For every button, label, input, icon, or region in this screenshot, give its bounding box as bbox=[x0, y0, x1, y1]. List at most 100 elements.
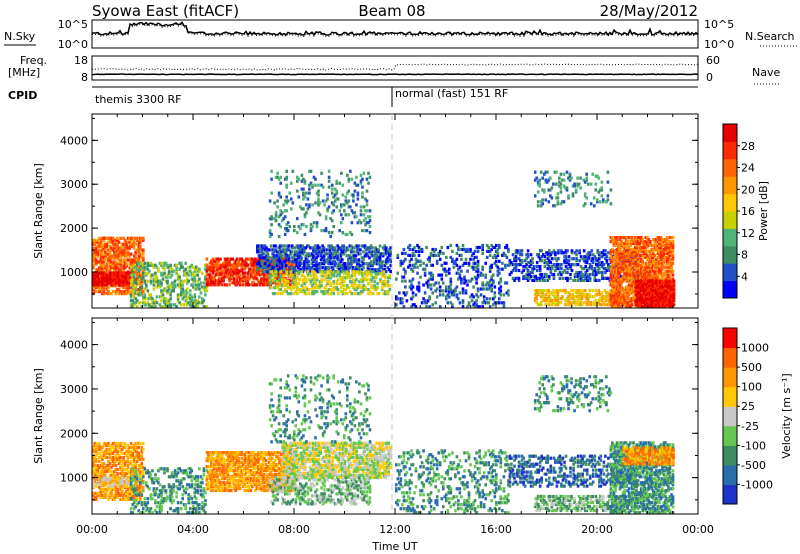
power-echo-cell bbox=[308, 169, 311, 173]
power-echo-cell bbox=[137, 250, 141, 254]
power-echo-cell bbox=[232, 279, 236, 283]
power-echo-cell bbox=[349, 290, 352, 294]
power-echo-cell bbox=[658, 259, 661, 263]
power-echo-cell bbox=[520, 270, 524, 275]
power-echo-cell bbox=[611, 263, 614, 267]
power-echo-cell bbox=[606, 180, 610, 184]
power-echo-cell bbox=[216, 259, 219, 263]
power-echo-cell bbox=[434, 289, 437, 293]
power-echo-cell bbox=[99, 275, 103, 279]
power-echo-cell bbox=[251, 261, 254, 265]
power-echo-cell bbox=[577, 289, 581, 293]
power-echo-cell bbox=[621, 263, 625, 267]
power-echo-cell bbox=[199, 301, 203, 305]
power-echo-cell bbox=[99, 252, 103, 256]
power-echo-cell bbox=[368, 278, 372, 282]
power-echo-cell bbox=[618, 261, 622, 265]
power-echo-cell bbox=[555, 291, 558, 295]
power-echo-cell bbox=[320, 183, 323, 187]
power-echo-cell bbox=[173, 303, 177, 307]
power-echo-cell bbox=[644, 236, 648, 240]
power-echo-cell bbox=[129, 244, 133, 248]
power-echo-cell bbox=[615, 271, 619, 275]
power-echo-cell bbox=[119, 262, 122, 266]
power-echo-cell bbox=[638, 238, 641, 242]
power-echo-cell bbox=[586, 299, 590, 303]
power-echo-cell bbox=[320, 171, 323, 175]
power-echo-cell bbox=[96, 281, 100, 285]
power-echo-cell bbox=[116, 262, 119, 266]
power-echo-cell bbox=[425, 305, 428, 309]
power-echo-cell bbox=[249, 267, 253, 271]
power-echo-cell bbox=[380, 260, 383, 264]
power-echo-cell bbox=[353, 256, 356, 260]
power-echo-cell bbox=[265, 250, 268, 254]
power-echo-cell bbox=[473, 305, 477, 309]
power-echo-cell bbox=[334, 252, 338, 256]
power-echo-cell bbox=[585, 178, 588, 182]
power-echo-cell bbox=[98, 281, 101, 285]
power-echo-cell bbox=[367, 292, 370, 296]
power-echo-cell bbox=[556, 289, 560, 293]
power-echo-cell bbox=[229, 263, 233, 267]
power-echo-cell bbox=[274, 280, 278, 284]
power-echo-cell bbox=[380, 282, 384, 286]
power-echo-cell bbox=[574, 289, 578, 293]
power-echo-cell bbox=[101, 292, 104, 296]
power-echo-cell bbox=[601, 265, 604, 269]
power-echo-cell bbox=[566, 249, 569, 253]
power-echo-cell bbox=[639, 267, 643, 271]
power-echo-cell bbox=[371, 264, 374, 268]
power-echo-cell bbox=[344, 232, 348, 237]
power-echo-cell bbox=[638, 259, 641, 263]
power-echo-cell bbox=[646, 271, 649, 275]
power-echo-cell bbox=[537, 253, 540, 257]
power-echo-cell bbox=[618, 249, 622, 253]
power-echo-cell bbox=[658, 253, 661, 257]
power-echo-cell bbox=[101, 268, 104, 272]
power-echo-cell bbox=[198, 287, 201, 291]
power-echo-cell bbox=[652, 259, 655, 263]
power-echo-cell bbox=[481, 283, 484, 287]
power-echo-cell bbox=[428, 271, 431, 275]
power-echo-cell bbox=[600, 188, 604, 192]
power-echo-cell bbox=[461, 243, 465, 248]
power-echo-cell bbox=[496, 247, 500, 252]
power-echo-cell bbox=[464, 279, 468, 283]
power-echo-cell bbox=[176, 275, 180, 279]
power-echo-cell bbox=[643, 240, 646, 244]
power-echo-cell bbox=[423, 301, 427, 305]
power-echo-cell bbox=[182, 291, 186, 295]
power-echo-cell bbox=[149, 293, 153, 297]
power-echo-cell bbox=[225, 283, 228, 287]
power-echo-cell bbox=[369, 260, 373, 264]
power-echo-cell bbox=[476, 305, 480, 309]
power-echo-cell bbox=[544, 170, 548, 174]
power-echo-cell bbox=[413, 263, 416, 267]
power-echo-cell bbox=[608, 303, 611, 307]
power-echo-cell bbox=[599, 255, 603, 259]
power-echo-cell bbox=[538, 267, 542, 271]
power-echo-cell bbox=[449, 301, 453, 305]
power-echo-cell bbox=[336, 258, 339, 262]
power-echo-cell bbox=[368, 175, 372, 179]
power-echo-cell bbox=[543, 172, 546, 176]
power-echo-cell bbox=[464, 289, 468, 293]
power-echo-cell bbox=[479, 271, 483, 275]
power-echo-cell bbox=[182, 303, 186, 307]
power-echo-cell bbox=[285, 183, 288, 187]
power-echo-cell bbox=[627, 249, 631, 253]
power-echo-cell bbox=[341, 193, 345, 197]
power-echo-cell bbox=[452, 293, 456, 297]
power-echo-cell bbox=[615, 240, 619, 244]
power-echo-cell bbox=[114, 281, 118, 285]
power-echo-cell bbox=[361, 195, 364, 199]
power-echo-cell bbox=[438, 249, 442, 253]
power-echo-cell bbox=[388, 274, 391, 278]
power-echo-cell bbox=[259, 262, 262, 266]
power-echo-cell bbox=[475, 265, 478, 269]
power-echo-cell bbox=[411, 277, 415, 281]
power-echo-cell bbox=[347, 264, 350, 268]
power-echo-cell bbox=[636, 243, 640, 248]
power-echo-cell bbox=[318, 282, 322, 286]
